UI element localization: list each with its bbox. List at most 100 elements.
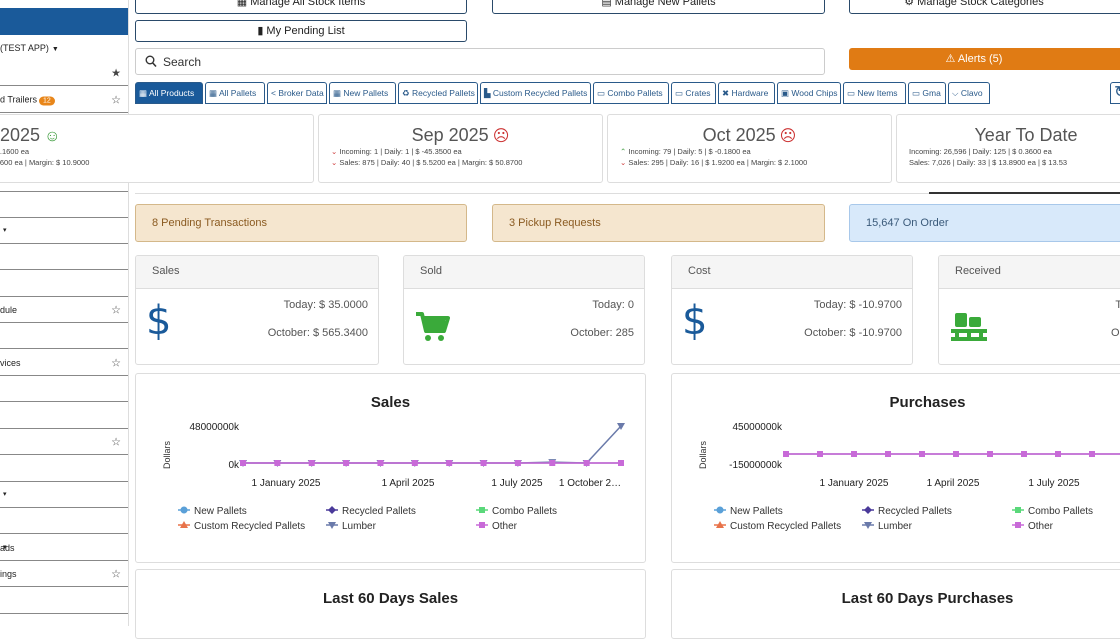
down-arrow-icon: ⌄ xyxy=(331,158,340,167)
sidebar-item[interactable] xyxy=(0,271,128,297)
sidebar-item-label: vices xyxy=(0,357,21,368)
tab-combo-pallets[interactable]: ▭ Combo Pallets xyxy=(593,82,669,104)
sidebar-item[interactable] xyxy=(0,376,128,402)
kpi-month: Oct xyxy=(1111,327,1120,339)
data-point xyxy=(864,522,872,529)
kpi-title: Cost xyxy=(672,256,912,289)
data-point xyxy=(919,451,925,457)
sidebar-item[interactable] xyxy=(0,508,128,534)
favorite-star-icon[interactable]: ☆ xyxy=(111,568,121,580)
sidebar-item[interactable] xyxy=(0,456,128,482)
favorite-star-icon[interactable]: ★ xyxy=(111,67,121,79)
search-input[interactable] xyxy=(163,53,763,71)
x-tick-label: 1 January 2025 xyxy=(820,478,889,489)
tab-label: Wood Chips xyxy=(791,88,838,98)
pallet-icon: ▭ xyxy=(597,88,608,98)
data-point xyxy=(328,522,336,529)
up-arrow-icon: ⌃ xyxy=(620,147,629,156)
kpi-card-cost: Cost $ Today: $ -10.9700 October: $ -10.970… xyxy=(671,255,913,365)
manage-all-stock-button[interactable]: ▦ Manage All Stock Items xyxy=(135,0,467,14)
tab-all-products[interactable]: ▦ All Products xyxy=(135,82,203,104)
count-badge: 12 xyxy=(39,96,55,105)
manage-stock-categories-button[interactable]: ⚙ Manage Stock Categories xyxy=(849,0,1120,14)
box-icon: ▣ xyxy=(781,88,792,98)
tab-crates[interactable]: ▭ Crates xyxy=(671,82,716,104)
data-point xyxy=(618,460,624,466)
sidebar-item[interactable]: ☆ xyxy=(0,429,128,455)
my-pending-list-button[interactable]: ▮ My Pending List xyxy=(135,20,467,42)
search-icon xyxy=(145,55,157,68)
sidebar-item[interactable]: ings ☆ xyxy=(0,561,128,587)
x-tick-label: 1 April 2025 xyxy=(927,478,980,489)
dollar-icon: $ xyxy=(682,298,708,344)
pallet-icon: ▤ xyxy=(601,0,615,8)
purchases-chart: Purchases Dollars 45000000k -15000000k 1 Ja… xyxy=(671,373,1120,563)
y-tick-label: 45000000k xyxy=(733,422,783,433)
sidebar-item[interactable] xyxy=(0,588,128,614)
alerts-button[interactable]: ⚠ Alerts (5) xyxy=(849,48,1120,70)
tab-new-items[interactable]: ▭ New Items xyxy=(843,82,906,104)
sidebar-item[interactable] xyxy=(0,403,128,429)
refresh-icon: ↻ xyxy=(1114,84,1120,101)
sidebar-item[interactable] xyxy=(0,244,128,270)
favorite-star-icon[interactable]: ☆ xyxy=(111,94,121,106)
sidebar-item[interactable]: ads ▾ xyxy=(0,535,128,561)
data-point xyxy=(479,507,485,513)
data-point xyxy=(308,460,315,466)
sidebar-item[interactable] xyxy=(0,192,128,218)
pickup-requests-box[interactable]: 3 Pickup Requests xyxy=(492,204,825,242)
x-tick-label: 1 July 2025 xyxy=(1028,478,1080,489)
search-box xyxy=(135,48,825,75)
tab-all-pallets[interactable]: ▦ All Pallets xyxy=(205,82,265,104)
on-order-box[interactable]: 15,647 On Order xyxy=(849,204,1120,242)
y-tick-label: 48000000k xyxy=(190,422,240,433)
favorite-star-icon[interactable]: ☆ xyxy=(111,436,121,448)
sidebar-item[interactable]: d Trailers 12 ☆ xyxy=(0,87,128,113)
tab-overflow[interactable]: ↻ xyxy=(1110,82,1120,104)
x-tick-label: 1 October 2… xyxy=(559,478,621,489)
pending-transactions-box[interactable]: 8 Pending Transactions xyxy=(135,204,467,242)
kpi-today: Today: 0 xyxy=(592,299,634,311)
sidebar-item[interactable] xyxy=(0,166,128,192)
favorite-star-icon[interactable]: ☆ xyxy=(111,304,121,316)
tab-gma[interactable]: ▭ Gma xyxy=(908,82,946,104)
sidebar-item[interactable]: dule ☆ xyxy=(0,297,128,323)
kpi-card-sold: Sold Today: 0 October: 285 xyxy=(403,255,645,365)
card-title: Last 60 Days Sales xyxy=(322,590,459,607)
down-arrow-icon: ⌄ xyxy=(331,147,340,156)
org-label: (TEST APP) xyxy=(0,42,49,53)
y-axis-label: Dollars xyxy=(162,441,172,470)
period-stat-card: Oct 2025 ☹ ⌃ Incoming: 79 | Daily: 5 | $ -… xyxy=(607,114,892,183)
favorite-star-icon[interactable]: ☆ xyxy=(111,357,121,369)
data-point xyxy=(274,460,281,466)
tab-custom-recycled-pallets[interactable]: ▙ Custom Recycled Pallets xyxy=(480,82,591,104)
org-selector[interactable]: (TEST APP) ▼ xyxy=(0,35,128,60)
tab-wood-chips[interactable]: ▣ Wood Chips xyxy=(777,82,841,104)
tab-clavo[interactable]: ⌵ Clavo xyxy=(948,82,990,104)
warning-icon: ⚠ xyxy=(945,53,958,65)
sidebar-item[interactable]: ▾ xyxy=(0,482,128,508)
period-title: Oct 2025 ☹ xyxy=(702,125,797,145)
tab-new-pallets[interactable]: ▦ New Pallets xyxy=(329,82,396,104)
sidebar-item-label: ings xyxy=(0,568,17,579)
legend-label: Lumber xyxy=(878,521,913,532)
pallet-icon: ▭ xyxy=(675,88,686,98)
data-point xyxy=(514,460,521,466)
tab-hardware[interactable]: ✖ Hardware xyxy=(718,82,775,104)
sidebar-item[interactable] xyxy=(0,323,128,349)
sidebar-item[interactable] xyxy=(0,614,128,626)
data-point xyxy=(328,506,336,514)
tab-label: Gma xyxy=(922,88,941,98)
sidebar-item[interactable]: ▾ xyxy=(0,218,128,244)
tab-recycled-pallets[interactable]: ♻ Recycled Pallets xyxy=(398,82,478,104)
manage-new-pallets-button[interactable]: ▤ Manage New Pallets xyxy=(492,0,825,14)
sidebar-item[interactable]: ★ xyxy=(0,60,128,86)
clipboard-icon: ▮ xyxy=(257,25,267,37)
sales-chart: Sales Dollars 48000000k 0k 1 January 2025 1 … xyxy=(135,373,646,563)
sidebar-item[interactable]: vices ☆ xyxy=(0,350,128,376)
tab-label: Custom Recycled Pallets xyxy=(492,88,588,98)
y-axis-label: Dollars xyxy=(698,441,708,470)
smile-icon: ☺ xyxy=(44,128,61,145)
chevron-down-icon: ⌵ xyxy=(952,88,961,98)
tab-broker-data[interactable]: < Broker Data xyxy=(267,82,327,104)
